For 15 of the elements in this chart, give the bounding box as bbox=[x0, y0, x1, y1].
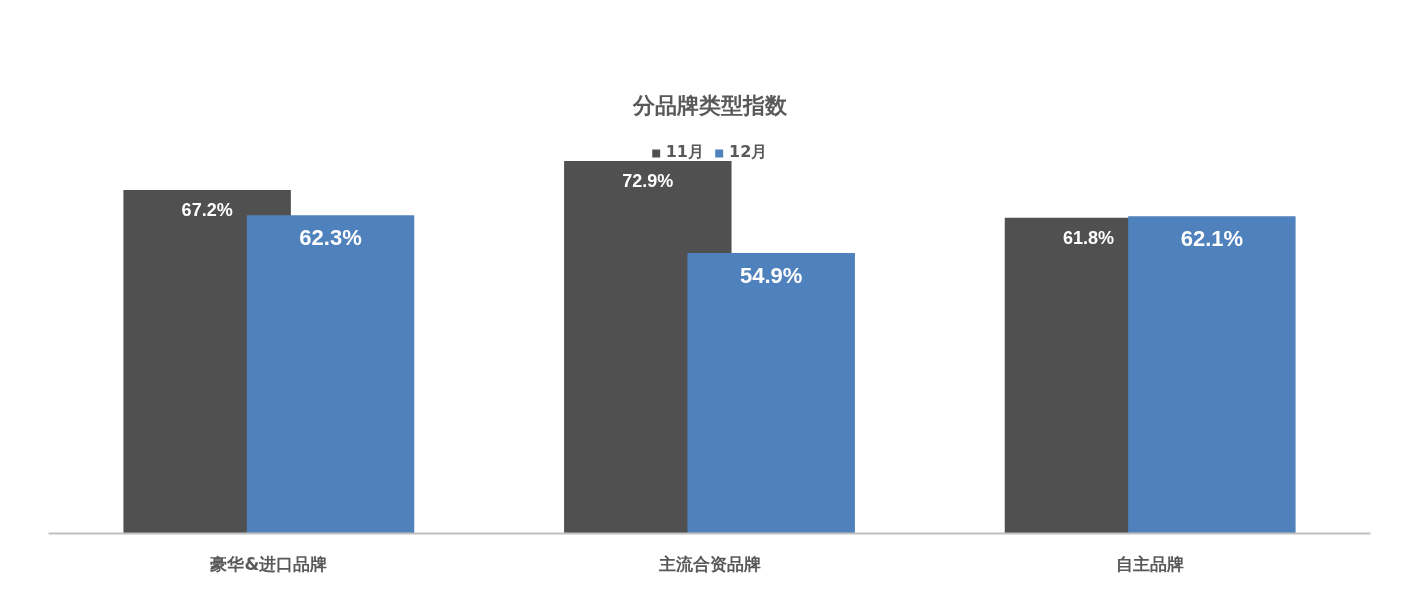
bar bbox=[1128, 216, 1296, 534]
x-tick-label: 豪华&进口品牌 bbox=[209, 553, 328, 574]
legend-label: 11月 bbox=[665, 142, 704, 163]
bar bbox=[687, 252, 855, 534]
legend-label: 12月 bbox=[729, 142, 768, 163]
chart-title: 分品牌类型指数 bbox=[631, 93, 788, 118]
data-label: 72.9% bbox=[622, 170, 674, 191]
data-label: 62.3% bbox=[299, 225, 362, 251]
x-tick-label: 主流合资品牌 bbox=[657, 553, 761, 574]
data-label: 67.2% bbox=[181, 200, 233, 221]
data-label: 61.8% bbox=[1062, 227, 1114, 248]
data-label: 62.1% bbox=[1180, 226, 1244, 252]
bar bbox=[246, 215, 415, 534]
x-tick-label: 自主品牌 bbox=[1116, 553, 1185, 574]
data-label: 54.9% bbox=[740, 262, 803, 288]
